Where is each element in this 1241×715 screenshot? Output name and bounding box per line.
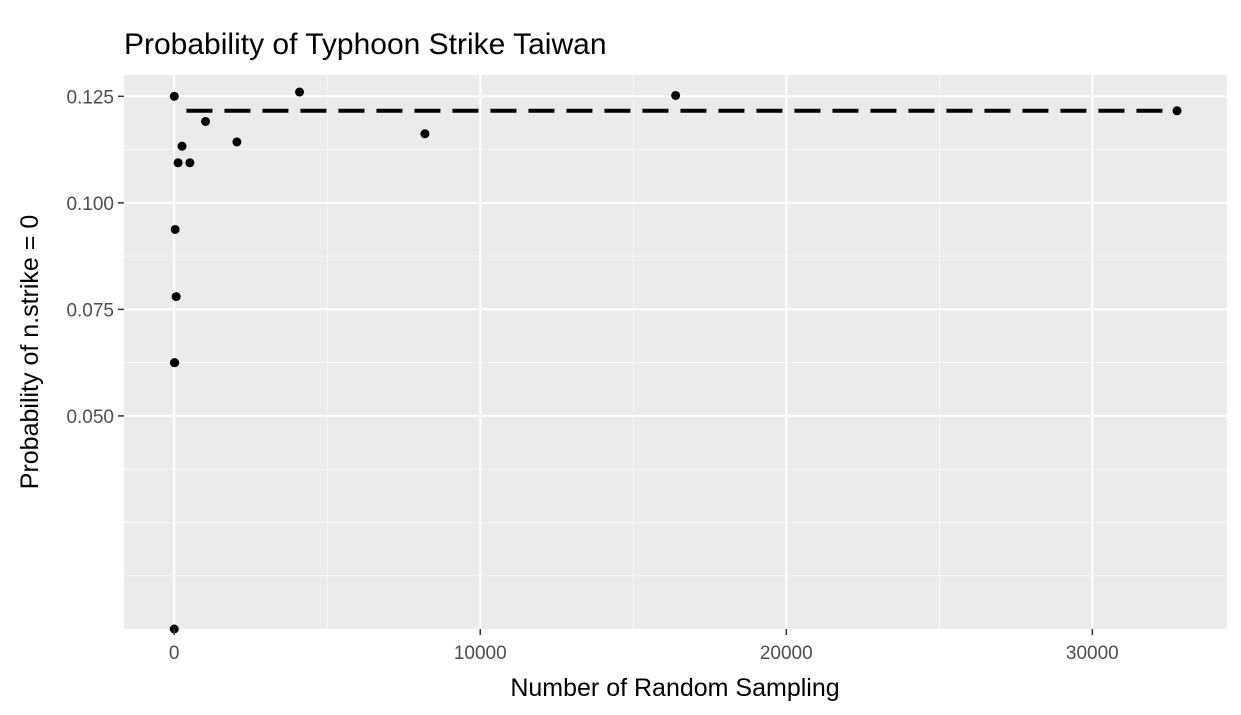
- data-points: [169, 87, 1182, 634]
- x-axis-title: Number of Random Sampling: [510, 674, 839, 702]
- data-point: [170, 224, 180, 234]
- data-point: [1172, 106, 1182, 116]
- data-point: [170, 358, 180, 368]
- data-point: [295, 87, 305, 97]
- x-tick-label: 10000: [454, 643, 507, 664]
- data-point: [173, 158, 183, 168]
- y-tick-label: 0.100: [66, 194, 114, 215]
- data-point: [201, 116, 211, 126]
- panel-background: [124, 75, 1227, 629]
- data-point: [171, 292, 181, 302]
- data-point: [169, 91, 179, 101]
- x-tick-label: 30000: [1066, 643, 1119, 664]
- y-axis-title: Probability of n.strike = 0: [16, 215, 44, 489]
- grid-minor: [124, 75, 1227, 630]
- y-tick-label: 0.050: [66, 407, 114, 428]
- y-tick-label: 0.125: [66, 87, 114, 108]
- x-axis-ticks: 0 10000 20000 30000: [169, 629, 1119, 664]
- y-tick-label: 0.075: [66, 300, 114, 321]
- x-tick-label: 20000: [760, 643, 813, 664]
- data-point: [232, 137, 242, 147]
- x-tick-label: 0: [169, 643, 180, 664]
- data-point: [671, 90, 681, 100]
- data-point: [185, 158, 195, 168]
- y-axis-ticks: 0.050 0.075 0.100 0.125: [66, 87, 124, 428]
- data-point: [420, 129, 430, 139]
- data-point: [177, 141, 187, 151]
- chart-title: Probability of Typhoon Strike Taiwan: [124, 28, 607, 61]
